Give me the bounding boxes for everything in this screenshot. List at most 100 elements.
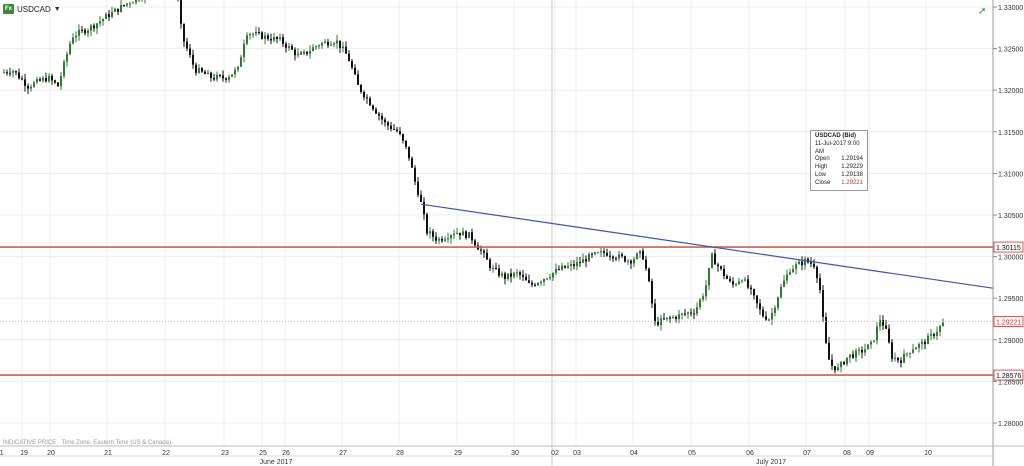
candle-body	[777, 297, 779, 308]
candle-body	[51, 75, 53, 81]
candle-body	[333, 43, 335, 45]
candle-body	[54, 80, 56, 83]
candle-body	[36, 79, 38, 83]
candle-body	[249, 34, 251, 36]
candle-body	[258, 31, 260, 33]
candle-body	[498, 268, 500, 276]
candle-body	[3, 72, 5, 74]
candle-body	[33, 82, 35, 87]
candle-body	[420, 194, 422, 202]
candle-body	[594, 252, 596, 255]
candle-body	[30, 86, 32, 89]
candle-body	[231, 74, 233, 77]
candle-body	[861, 349, 863, 353]
candle-body	[627, 260, 629, 262]
candle-body	[759, 303, 761, 310]
candle-body	[501, 273, 503, 276]
candle-body	[429, 231, 431, 234]
symbol-label: USDCAD	[17, 4, 51, 14]
candle-body	[183, 23, 185, 42]
candle-body	[855, 350, 857, 358]
candle-body	[675, 317, 677, 320]
ohlc-value: 1.29138	[841, 171, 863, 178]
candle-body	[774, 307, 776, 314]
candle-body	[678, 314, 680, 320]
candle-body	[561, 265, 563, 270]
expand-arrow-icon[interactable]: ➚	[978, 6, 987, 17]
candle-body	[438, 238, 440, 241]
footer-note: INDICATIVE PRICE · Time Zone: Eastern Ti…	[3, 440, 171, 446]
candle-body	[573, 264, 575, 267]
candle-body	[876, 326, 878, 341]
trendline[interactable]	[420, 203, 994, 289]
x-tick-label: 26	[282, 450, 290, 457]
x-tick-label: 29	[454, 450, 462, 457]
candle-body	[933, 334, 935, 336]
y-tick-label: 1.31500	[998, 130, 1023, 137]
candle-body	[15, 71, 17, 73]
candle-body	[597, 252, 599, 254]
candle-body	[762, 309, 764, 317]
candle-body	[903, 353, 905, 363]
candle-body	[75, 35, 77, 38]
candle-body	[798, 261, 800, 265]
candle-body	[432, 231, 434, 237]
candle-body	[840, 362, 842, 368]
candle-body	[867, 344, 869, 350]
candle-body	[726, 276, 728, 279]
candle-body	[39, 79, 41, 81]
candle-body	[198, 68, 200, 73]
candle-body	[741, 280, 743, 282]
candle-body	[654, 303, 656, 322]
candle-body	[459, 232, 461, 236]
y-tick-label: 1.29000	[998, 338, 1023, 345]
candle-body	[690, 312, 692, 314]
candle-body	[843, 362, 845, 365]
candle-body	[465, 231, 467, 238]
x-tick-label: 11	[0, 450, 4, 457]
candle-body	[135, 0, 137, 3]
candle-body	[870, 341, 872, 345]
candle-body	[558, 269, 560, 271]
candle-body	[852, 354, 854, 358]
candle-body	[243, 43, 245, 58]
ohlc-label: Open	[815, 156, 830, 163]
symbol-selector[interactable]: Fx USDCAD ▼	[3, 4, 61, 14]
candle-body	[387, 122, 389, 126]
candle-body	[732, 281, 734, 285]
candle-body	[939, 326, 941, 332]
candle-body	[729, 278, 731, 282]
candle-body	[21, 78, 23, 80]
candle-body	[60, 75, 62, 87]
x-tick-label: 04	[630, 450, 638, 457]
candle-body	[936, 331, 938, 336]
month-label: July 2017	[756, 459, 786, 466]
candle-body	[912, 349, 914, 353]
candle-body	[489, 259, 491, 269]
candle-body	[102, 18, 104, 22]
candle-body	[447, 238, 449, 240]
candle-body	[300, 53, 302, 55]
x-tick-label: 08	[843, 450, 851, 457]
candle-body	[750, 287, 752, 290]
candle-body	[483, 250, 485, 253]
candle-body	[906, 353, 908, 355]
candle-body	[57, 82, 59, 87]
candle-body	[405, 140, 407, 147]
candle-body	[570, 264, 572, 266]
x-tick-label: 30	[511, 450, 519, 457]
candle-body	[291, 46, 293, 50]
chevron-down-icon[interactable]: ▼	[53, 5, 61, 13]
candle-body	[642, 250, 644, 260]
candle-body	[234, 69, 236, 75]
candle-body	[42, 77, 44, 81]
candle-body	[783, 280, 785, 287]
ohlc-row-low: Low 1.29138	[815, 172, 863, 180]
candle-body	[225, 78, 227, 80]
candle-body	[192, 54, 194, 65]
candle-body	[453, 233, 455, 236]
candle-body	[915, 347, 917, 350]
candle-body	[687, 312, 689, 314]
